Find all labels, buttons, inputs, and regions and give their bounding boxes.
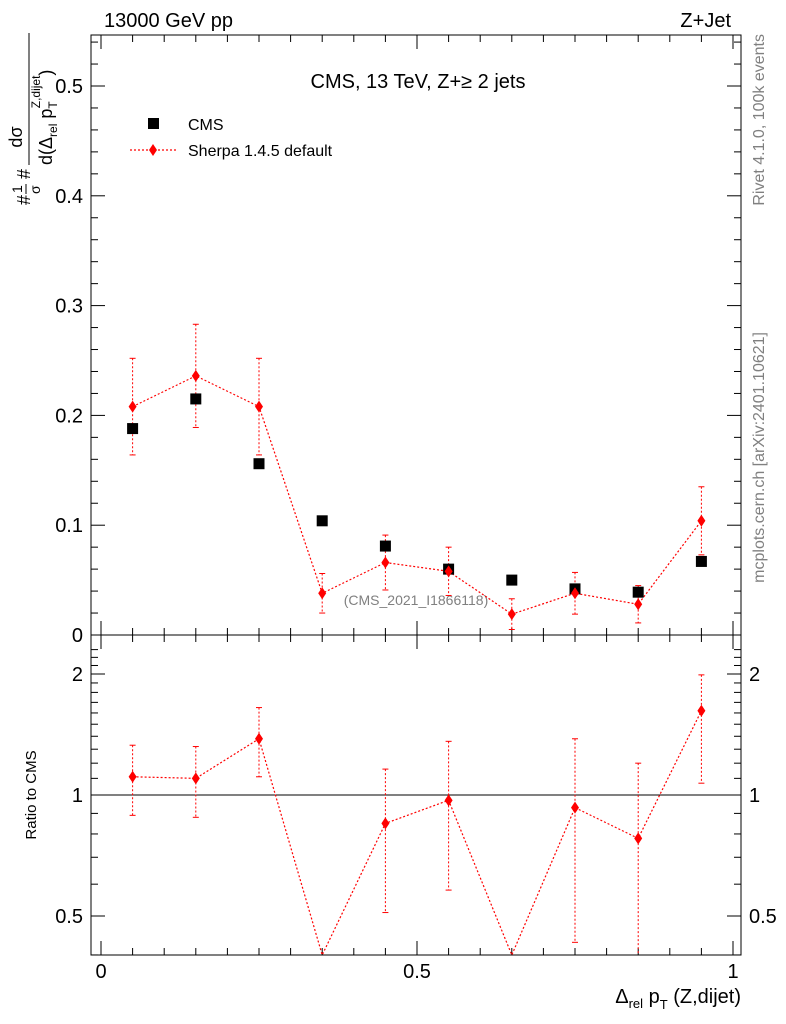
x-tick-label: 1 <box>727 961 738 983</box>
svg-text:d(Δrel pTZ,dijet): d(Δrel pTZ,dijet) <box>29 70 60 165</box>
cms-point <box>316 515 328 527</box>
main-y-ticks <box>91 41 741 636</box>
ratio-line <box>132 710 702 957</box>
ratio-y-tick-label-right: 1 <box>749 785 760 807</box>
ratio-y-tick-label-left: 2 <box>72 664 83 686</box>
sherpa-point <box>381 556 390 569</box>
ratio-y-tick-label-left: 1 <box>72 785 83 807</box>
ylabel-den-T: T <box>46 101 60 109</box>
mcplots-label: mcplots.cern.ch [arXiv:2401.10621] <box>751 332 768 583</box>
ratio-y-axis-label: Ratio to CMS <box>23 750 40 839</box>
ratio-y-tick-label-left: 0.5 <box>55 906 83 928</box>
xlabel-rel: rel <box>629 996 644 1011</box>
cms-point <box>379 540 391 552</box>
legend-sherpa-marker <box>149 144 157 156</box>
chart-title: CMS, 13 TeV, Z+≥ 2 jets <box>311 71 526 93</box>
ylabel-den-close: ) <box>36 70 56 76</box>
x-tick-label: 0 <box>95 961 106 983</box>
main-y-tick-label: 0.2 <box>55 405 83 427</box>
main-panel-marks <box>127 323 707 631</box>
ratio-panel-marks <box>128 674 706 957</box>
x-axis-label: Δrel pT (Z,dijet) <box>615 986 741 1012</box>
svg-text:#: # <box>14 195 34 205</box>
main-y-tick-label: 0.3 <box>55 296 83 318</box>
ylabel-num: dσ <box>6 126 26 147</box>
xlabel-p: p <box>643 986 660 1008</box>
xlabel-T: T <box>660 997 668 1012</box>
ylabel-den-rel: rel <box>46 124 60 137</box>
sherpa-point <box>191 369 200 382</box>
main-y-tick-label: 0 <box>72 625 83 647</box>
x-ticks <box>100 35 734 955</box>
cms-point <box>695 555 707 567</box>
cms-point <box>253 458 265 470</box>
cms-point <box>506 574 518 586</box>
ylabel-den-sup: Z,dijet <box>29 75 43 108</box>
ylabel-prefix-2: # <box>14 169 34 179</box>
ylabel-den-p: p <box>36 109 56 124</box>
main-y-tick-labels: 0 0.1 0.2 0.3 0.4 0.5 <box>55 76 83 647</box>
sherpa-point <box>634 598 643 611</box>
sherpa-point <box>697 514 706 527</box>
ratio-point <box>697 704 706 717</box>
ratio-point <box>444 794 453 807</box>
ratio-point <box>634 832 643 845</box>
ratio-y-tick-label-right: 2 <box>749 664 760 686</box>
process-label: Z+Jet <box>680 10 731 32</box>
sherpa-point <box>444 565 453 578</box>
ratio-point <box>381 817 390 830</box>
rivet-label: Rivet 4.1.0, 100k events <box>751 34 768 206</box>
ylabel-frac-num: 1 <box>9 185 25 193</box>
main-y-tick-label: 0.4 <box>55 186 83 208</box>
cms-point <box>127 423 139 435</box>
main-y-tick-label: 0.1 <box>55 515 83 537</box>
xlabel-delta: Δ <box>615 986 628 1008</box>
sherpa-point <box>318 587 327 600</box>
x-tick-label: 0.5 <box>403 961 431 983</box>
ratio-point <box>571 801 579 814</box>
ratio-y-tick-labels: 0.5 0.5 1 1 2 2 <box>55 664 777 928</box>
sherpa-point <box>571 587 579 600</box>
legend-cms-marker <box>148 118 159 129</box>
ylabel-den-d: d(Δ <box>36 137 56 165</box>
ratio-y-ticks <box>91 649 741 956</box>
main-y-axis-label: # 1 σ # dσ d(Δrel pTZ,dijet) <box>6 33 60 205</box>
sherpa-point <box>507 608 516 621</box>
ylabel-prefix: # <box>14 195 34 205</box>
xlabel-rest: (Z,dijet) <box>668 986 741 1008</box>
energy-label: 13000 GeV pp <box>104 10 233 32</box>
sherpa-point <box>255 400 263 413</box>
sherpa-point <box>128 400 137 413</box>
main-y-tick-label: 0.5 <box>55 76 83 98</box>
legend-cms-label: CMS <box>188 117 224 134</box>
ratio-point <box>255 732 263 745</box>
analysis-watermark: (CMS_2021_I1866118) <box>344 592 489 608</box>
ratio-y-tick-label-right: 0.5 <box>749 906 777 928</box>
ratio-point <box>191 772 200 785</box>
sherpa-line <box>132 375 702 615</box>
ratio-point <box>128 770 137 783</box>
x-tick-labels: 0 0.5 1 <box>95 961 738 983</box>
cms-point <box>190 393 202 405</box>
ylabel-frac-den: σ <box>27 185 43 194</box>
legend-sherpa-label: Sherpa 1.4.5 default <box>188 143 333 160</box>
cms-point <box>632 586 644 598</box>
legend: CMS Sherpa 1.4.5 default <box>130 117 333 160</box>
